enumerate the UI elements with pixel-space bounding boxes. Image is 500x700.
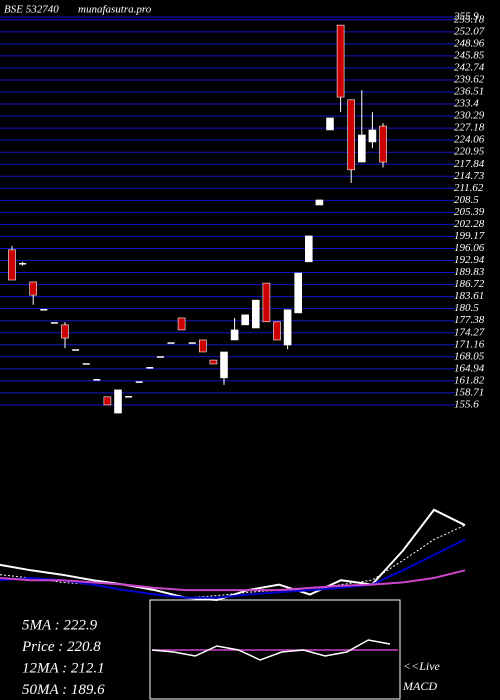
chart-title: BSE 532740 xyxy=(4,4,59,16)
y-tick-label: 227.18 xyxy=(454,122,485,134)
y-tick-label: 186.72 xyxy=(454,278,485,290)
candle-body xyxy=(220,351,228,379)
candle-body xyxy=(209,359,218,365)
chart-subtitle: munafasutra.pro xyxy=(78,4,152,16)
y-tick-label: 177.38 xyxy=(454,314,485,326)
y-tick-label: 174.27 xyxy=(454,326,485,338)
candle-body xyxy=(294,272,303,314)
candle-body xyxy=(347,99,356,171)
y-tick-label: 211.62 xyxy=(454,182,484,194)
y-tick-label: 183.61 xyxy=(454,290,484,302)
info-label: 5MA : 222.9 xyxy=(22,617,98,633)
candle-body xyxy=(230,329,239,341)
info-label: 12MA : 212.1 xyxy=(22,660,105,676)
macd-line xyxy=(151,639,391,661)
candle-body xyxy=(241,314,249,326)
y-tick-label: 180.5 xyxy=(454,302,479,314)
candle-body xyxy=(368,129,377,143)
candle-body xyxy=(273,321,281,341)
candle-body xyxy=(262,282,271,323)
candle-body xyxy=(29,281,38,296)
y-tick-label: 161.82 xyxy=(454,374,485,386)
y-tick-label: 233.4 xyxy=(454,98,479,110)
y-tick-label: 252.07 xyxy=(454,25,485,37)
y-tick-label: 217.84 xyxy=(454,158,485,170)
candle-body xyxy=(252,299,260,329)
y-tick-label: 245.85 xyxy=(454,49,485,61)
y-tick-label: 164.94 xyxy=(454,362,485,374)
y-tick-label: 196.06 xyxy=(454,242,485,254)
candle-body xyxy=(61,324,69,339)
candle-body xyxy=(114,389,122,414)
indicator-line xyxy=(0,538,466,599)
indicator-line xyxy=(0,569,466,592)
candle-body xyxy=(283,309,292,346)
y-tick-label: 158.71 xyxy=(454,386,484,398)
macd-label: <<Live xyxy=(403,659,441,673)
y-tick-label: 255.18 xyxy=(454,13,485,25)
y-tick-label: 248.96 xyxy=(454,37,485,49)
candle-body xyxy=(199,339,207,353)
candle-body xyxy=(336,24,345,98)
y-tick-label: 205.39 xyxy=(454,206,485,218)
y-tick-label: 220.95 xyxy=(454,146,485,158)
info-label: 50MA : 189.6 xyxy=(22,682,105,698)
candle-body xyxy=(8,249,16,281)
info-label: Price : 220.8 xyxy=(21,639,101,655)
candle-body xyxy=(379,125,387,163)
candle-body xyxy=(103,396,112,406)
y-tick-label: 168.05 xyxy=(454,350,485,362)
y-tick-label: 224.06 xyxy=(454,134,485,146)
candle-body xyxy=(357,134,366,163)
y-tick-label: 155.6 xyxy=(454,398,479,410)
macd-label: MACD xyxy=(402,679,437,693)
y-tick-label: 255.9 xyxy=(454,11,479,23)
y-tick-label: 208.5 xyxy=(454,194,479,206)
y-tick-label: 236.51 xyxy=(454,86,484,98)
y-tick-label: 239.62 xyxy=(454,74,485,86)
candle-body xyxy=(177,317,186,331)
candle-body xyxy=(304,235,313,263)
y-tick-label: 214.73 xyxy=(454,170,485,182)
y-tick-label: 192.94 xyxy=(454,254,485,266)
y-tick-label: 189.83 xyxy=(454,266,485,278)
indicator-line xyxy=(0,508,466,602)
y-tick-label: 202.28 xyxy=(454,218,485,230)
y-tick-label: 171.16 xyxy=(454,338,485,350)
y-tick-label: 199.17 xyxy=(454,230,485,242)
candle-body xyxy=(315,199,324,206)
candle-body xyxy=(326,117,334,131)
y-tick-label: 242.74 xyxy=(454,61,485,73)
y-tick-label: 230.29 xyxy=(454,110,485,122)
indicator-line xyxy=(0,524,466,599)
